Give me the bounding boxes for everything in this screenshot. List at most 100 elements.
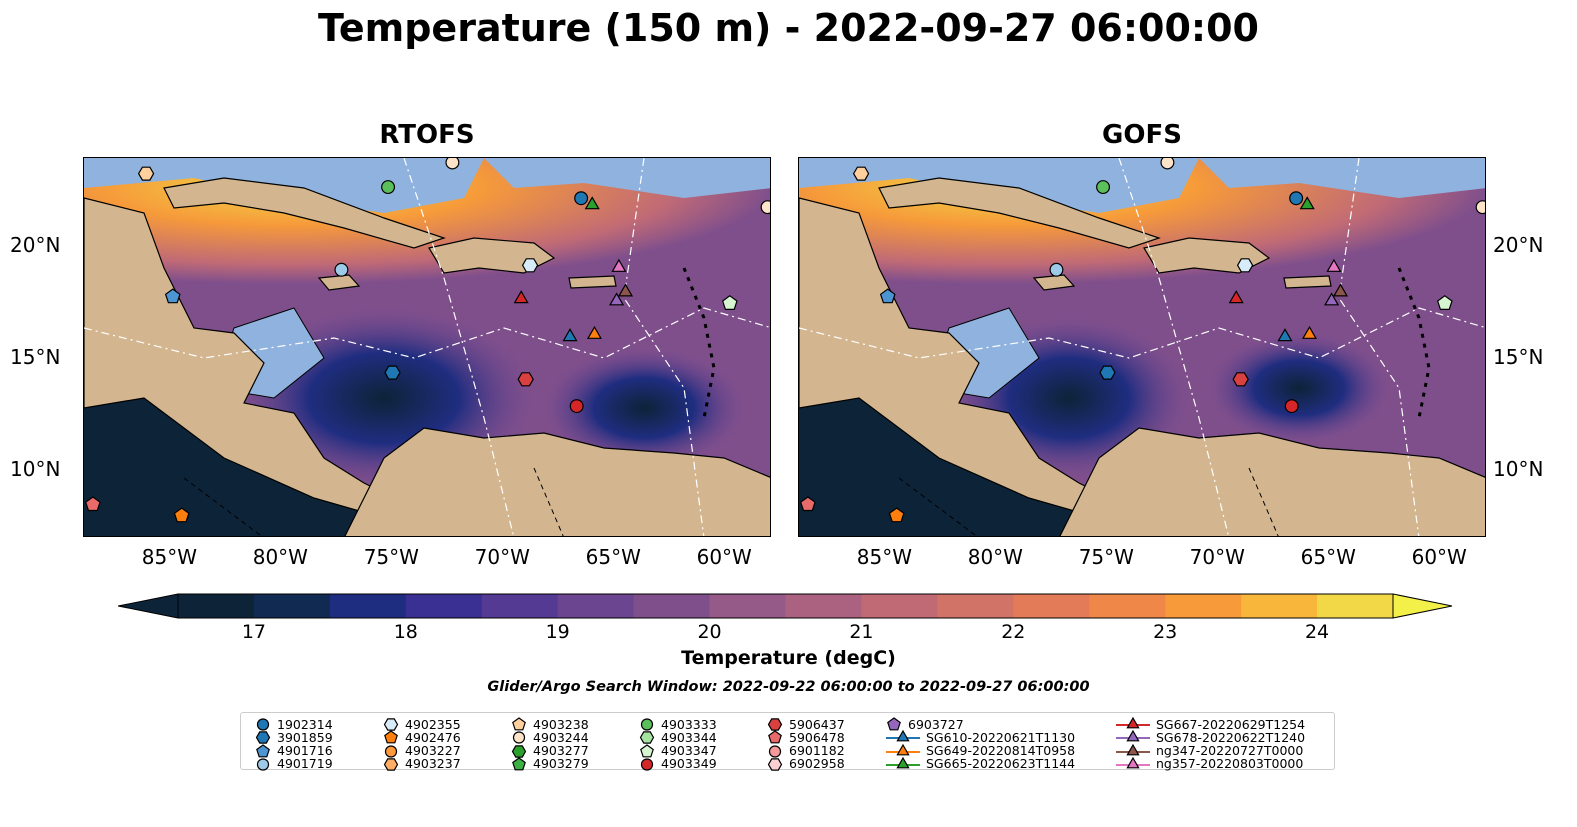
legend-item: 4903244 (511, 728, 589, 746)
float-marker (1236, 258, 1254, 273)
legend-marker (768, 744, 782, 758)
land-boundary (183, 477, 263, 536)
legend-label: SG667-20220629T1254 (1156, 716, 1306, 732)
legend-marker (383, 758, 399, 771)
legend-item: ng357-20220803T0000 (1116, 755, 1303, 773)
legend-marker-icon (256, 743, 270, 757)
colorbar-tick-label: 23 (1153, 621, 1178, 643)
legend-label: 4901716 (277, 743, 333, 759)
legend-marker (1126, 756, 1140, 769)
legend-item: 1902314 (255, 715, 333, 733)
cold-eddy (1209, 333, 1389, 443)
legend-item: 4901716 (255, 742, 333, 760)
legend-item: 4903349 (639, 755, 717, 773)
colorbar-segment (785, 594, 862, 618)
y-tick-label: 15°N (10, 345, 61, 370)
legend-marker (640, 718, 654, 731)
legend-marker (512, 717, 526, 731)
legend-marker-icon (640, 718, 654, 731)
legend-marker (887, 717, 901, 731)
legend-item: 6903727 (886, 715, 964, 733)
legend-marker-icon (512, 757, 526, 771)
legend-item: SG667-20220629T1254 (1116, 715, 1305, 733)
legend-label: 4903277 (533, 743, 589, 759)
float-marker (384, 365, 401, 380)
legend-item: 4902355 (383, 715, 461, 733)
search-window-text: Glider/Argo Search Window: 2022-09-22 06… (487, 679, 1090, 695)
colorbar-segment (633, 594, 711, 618)
legend-label: 4901719 (277, 756, 333, 772)
x-tick-label: 60°W (1411, 545, 1467, 569)
float-marker (1232, 372, 1249, 387)
colorbar-segment (557, 594, 635, 618)
legend-label: 5906478 (789, 729, 845, 745)
lesser-antilles (1397, 267, 1431, 419)
x-tick-label: 65°W (1300, 545, 1356, 569)
colorbar-tick-label: 19 (545, 621, 570, 643)
legend-marker-icon (640, 743, 654, 757)
legend-marker (767, 718, 783, 731)
legend-item: SG678-20220622T1240 (1116, 728, 1305, 746)
colorbar-frame (177, 593, 1394, 619)
colorbar-tick-label: 24 (1304, 621, 1330, 643)
float-marker (721, 295, 738, 310)
colorbar-segment (253, 594, 331, 618)
legend-marker-icon (886, 730, 920, 742)
float-marker (1436, 295, 1453, 310)
colorbar-segment (1013, 594, 1090, 618)
y-tick-label: 10°N (1493, 456, 1544, 481)
colorbar-extend-low (117, 593, 179, 619)
legend-item: SG610-20220621T1130 (886, 728, 1075, 746)
float-marker (137, 166, 155, 181)
colorbar-segment (709, 594, 786, 618)
legend-marker-icon (256, 718, 270, 731)
colorbar-segment (405, 594, 483, 618)
legend-marker-icon (639, 731, 655, 744)
legend-marker (1126, 716, 1140, 729)
legend-marker (256, 758, 270, 771)
legend-item: 6902958 (767, 755, 845, 773)
legend-item: 3901859 (255, 728, 333, 746)
x-tick-label: 75°W (1078, 545, 1134, 569)
legend-label: ng357-20220803T0000 (1156, 756, 1304, 772)
legend-marker-icon (1116, 743, 1150, 755)
legend-marker-icon (255, 731, 271, 744)
legend-item: 4903333 (639, 715, 717, 733)
legend-marker (1126, 743, 1140, 755)
float-marker (611, 258, 627, 272)
puerto-rico-land (1283, 275, 1332, 289)
float-marker (562, 328, 578, 342)
x-tick-label: 80°W (967, 545, 1023, 569)
legend-label: 4902355 (405, 716, 461, 732)
puerto-rico-land (568, 275, 617, 289)
legend-label: ng347-20220727T0000 (1156, 743, 1304, 759)
shelf (484, 158, 770, 198)
legend-item: SG649-20220814T0958 (886, 742, 1075, 760)
pacific-ocean (84, 398, 456, 536)
legend-marker (639, 731, 655, 744)
float-marker (521, 258, 539, 273)
legend-marker (640, 758, 654, 771)
south-america-land (344, 427, 770, 536)
x-tick-label: 60°W (696, 545, 752, 569)
legend-item: 4903227 (383, 742, 461, 760)
float-marker (334, 262, 349, 277)
float-marker (1096, 180, 1111, 195)
pacific-ocean (799, 398, 1171, 536)
eez-boundary (799, 307, 1485, 359)
legend-marker-icon (1116, 730, 1150, 742)
legend-marker-icon (512, 731, 526, 744)
legend-label: 4903333 (661, 716, 717, 732)
colorbar-segment (329, 594, 407, 618)
legend-label: 6902958 (789, 756, 845, 772)
legend-marker-icon (384, 744, 398, 758)
central-america-land (84, 197, 459, 536)
legend-marker-icon (768, 730, 782, 744)
legend-marker (256, 718, 270, 731)
colorbar-tick-label: 17 (241, 621, 267, 643)
legend-item: 4903238 (511, 715, 589, 733)
eez-boundary (1118, 158, 1230, 536)
legend-marker (384, 744, 398, 758)
x-tick-label: 70°W (474, 545, 530, 569)
legend-marker (896, 756, 910, 769)
